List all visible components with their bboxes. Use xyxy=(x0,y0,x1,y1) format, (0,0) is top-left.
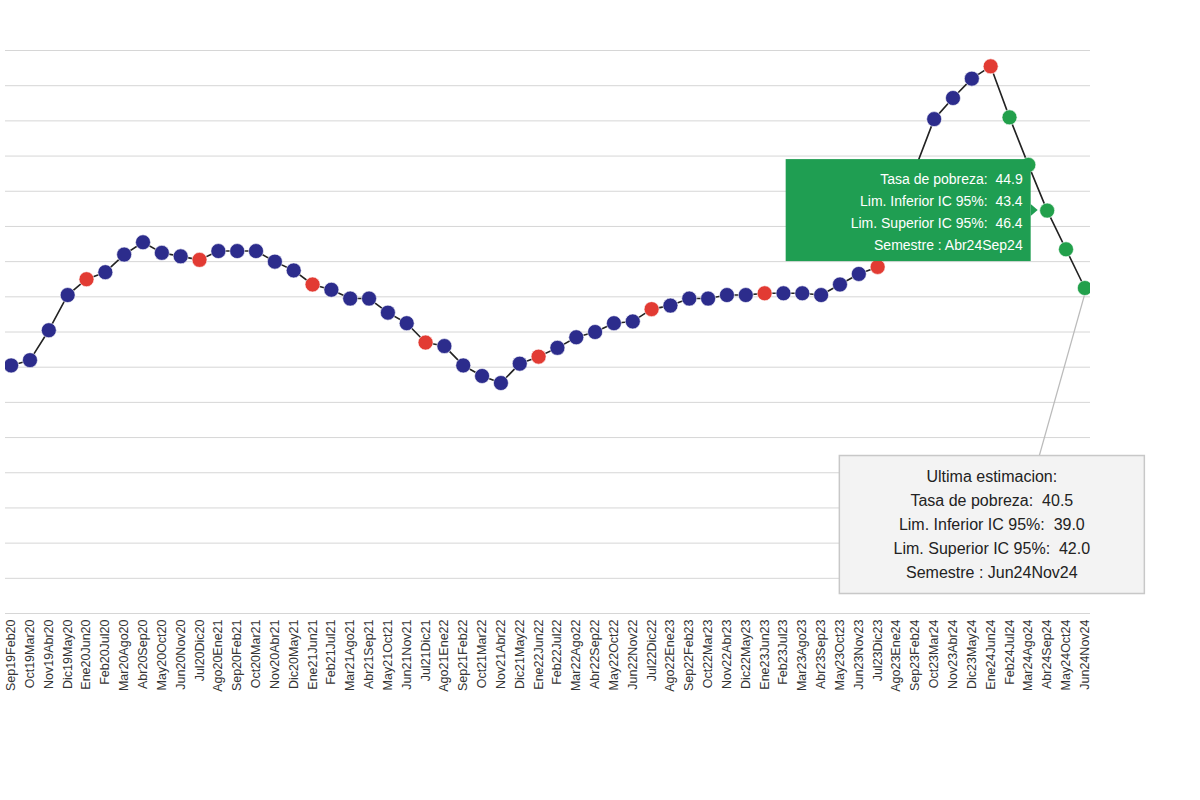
svg-text:Jul21Dic21: Jul21Dic21 xyxy=(419,619,433,681)
svg-text:Abr21Sep21: Abr21Sep21 xyxy=(362,619,376,689)
svg-text:Jun24Nov24: Jun24Nov24 xyxy=(1078,619,1092,689)
svg-text:Abr23Sep23: Abr23Sep23 xyxy=(814,619,828,689)
svg-text:Ene23Jun23: Ene23Jun23 xyxy=(758,619,772,689)
svg-text:Oct20Mar21: Oct20Mar21 xyxy=(249,619,263,688)
svg-text:Jun20Nov20: Jun20Nov20 xyxy=(174,619,188,689)
svg-text:May21Oct21: May21Oct21 xyxy=(381,619,395,690)
svg-text:Ene22Jun22: Ene22Jun22 xyxy=(532,619,546,689)
svg-text:Lim. Inferior IC 95%: 39.0: Lim. Inferior IC 95%: 39.0 xyxy=(899,516,1085,533)
svg-text:Jul22Dic22: Jul22Dic22 xyxy=(645,619,659,681)
svg-text:Mar20Ago20: Mar20Ago20 xyxy=(117,619,131,691)
svg-text:Tasa de pobreza: 40.5: Tasa de pobreza: 40.5 xyxy=(910,492,1073,509)
svg-text:Ultima estimacion:: Ultima estimacion: xyxy=(926,468,1057,485)
svg-text:Feb20Jul20: Feb20Jul20 xyxy=(98,619,112,684)
svg-text:Sep20Feb21: Sep20Feb21 xyxy=(230,619,244,691)
svg-text:Abr20Sep20: Abr20Sep20 xyxy=(136,619,150,689)
svg-text:Jun22Nov22: Jun22Nov22 xyxy=(626,619,640,689)
svg-text:Ago23Ene24: Ago23Ene24 xyxy=(889,619,903,691)
svg-text:Feb23Jul23: Feb23Jul23 xyxy=(776,619,790,684)
svg-text:Sep23Feb24: Sep23Feb24 xyxy=(908,619,922,691)
svg-text:Nov19Abr20: Nov19Abr20 xyxy=(42,619,56,689)
svg-text:Jun23Nov23: Jun23Nov23 xyxy=(852,619,866,689)
svg-text:Jul20Dic20: Jul20Dic20 xyxy=(193,619,207,681)
svg-text:Ene20Jun20: Ene20Jun20 xyxy=(79,619,93,689)
svg-text:Jun21Nov21: Jun21Nov21 xyxy=(400,619,414,689)
svg-text:Nov20Abr21: Nov20Abr21 xyxy=(268,619,282,689)
svg-text:Sep19Feb20: Sep19Feb20 xyxy=(4,619,18,691)
svg-text:Lim. Superior IC 95%: 46.4: Lim. Superior IC 95%: 46.4 xyxy=(851,215,1023,231)
svg-text:Mar23Ago23: Mar23Ago23 xyxy=(795,619,809,691)
svg-text:Dic19May20: Dic19May20 xyxy=(61,619,75,689)
svg-text:Sep21Feb22: Sep21Feb22 xyxy=(456,619,470,691)
svg-text:Mar24Ago24: Mar24Ago24 xyxy=(1021,619,1035,691)
svg-text:Mar21Ago21: Mar21Ago21 xyxy=(343,619,357,691)
svg-text:Abr24Sep24: Abr24Sep24 xyxy=(1040,619,1054,689)
svg-text:Dic22May23: Dic22May23 xyxy=(739,619,753,689)
svg-text:Feb21Jul21: Feb21Jul21 xyxy=(324,619,338,684)
svg-text:Oct23Mar24: Oct23Mar24 xyxy=(927,619,941,688)
svg-text:Oct19Mar20: Oct19Mar20 xyxy=(23,619,37,688)
svg-text:Oct22Mar23: Oct22Mar23 xyxy=(701,619,715,688)
svg-text:May23Oct23: May23Oct23 xyxy=(833,619,847,690)
svg-text:Sep22Feb23: Sep22Feb23 xyxy=(682,619,696,691)
svg-text:Nov21Abr22: Nov21Abr22 xyxy=(494,619,508,689)
svg-text:Ene24Jun24: Ene24Jun24 xyxy=(984,619,998,689)
svg-text:Nov23Abr24: Nov23Abr24 xyxy=(946,619,960,689)
svg-text:May22Oct22: May22Oct22 xyxy=(607,619,621,690)
svg-text:Feb22Jul22: Feb22Jul22 xyxy=(550,619,564,684)
svg-text:May20Oct20: May20Oct20 xyxy=(155,619,169,690)
svg-text:Ene21Jun21: Ene21Jun21 xyxy=(306,619,320,689)
svg-text:Lim. Inferior IC 95%: 43.4: Lim. Inferior IC 95%: 43.4 xyxy=(860,193,1023,209)
svg-text:Semestre : Abr24Sep24: Semestre : Abr24Sep24 xyxy=(874,237,1023,253)
svg-text:Mar22Ago22: Mar22Ago22 xyxy=(569,619,583,691)
svg-text:Oct21Mar22: Oct21Mar22 xyxy=(475,619,489,688)
svg-text:Jul23Dic23: Jul23Dic23 xyxy=(871,619,885,681)
svg-text:Tasa de pobreza: 44.9: Tasa de pobreza: 44.9 xyxy=(880,171,1023,187)
svg-text:Dic20May21: Dic20May21 xyxy=(287,619,301,689)
svg-text:Nov22Abr23: Nov22Abr23 xyxy=(720,619,734,689)
svg-text:Dic23May24: Dic23May24 xyxy=(965,619,979,689)
svg-text:Ago20Ene21: Ago20Ene21 xyxy=(211,619,225,691)
svg-text:Ago21Ene22: Ago21Ene22 xyxy=(437,619,451,691)
svg-text:Ago22Ene23: Ago22Ene23 xyxy=(663,619,677,691)
svg-text:Semestre : Jun24Nov24: Semestre : Jun24Nov24 xyxy=(906,564,1078,581)
svg-text:Lim. Superior IC 95%: 42.0: Lim. Superior IC 95%: 42.0 xyxy=(894,540,1091,557)
svg-text:Abr22Sep22: Abr22Sep22 xyxy=(588,619,602,689)
svg-text:Feb24Jul24: Feb24Jul24 xyxy=(1003,619,1017,684)
svg-text:Dic21May22: Dic21May22 xyxy=(513,619,527,689)
svg-text:May24Oct24: May24Oct24 xyxy=(1059,619,1073,690)
